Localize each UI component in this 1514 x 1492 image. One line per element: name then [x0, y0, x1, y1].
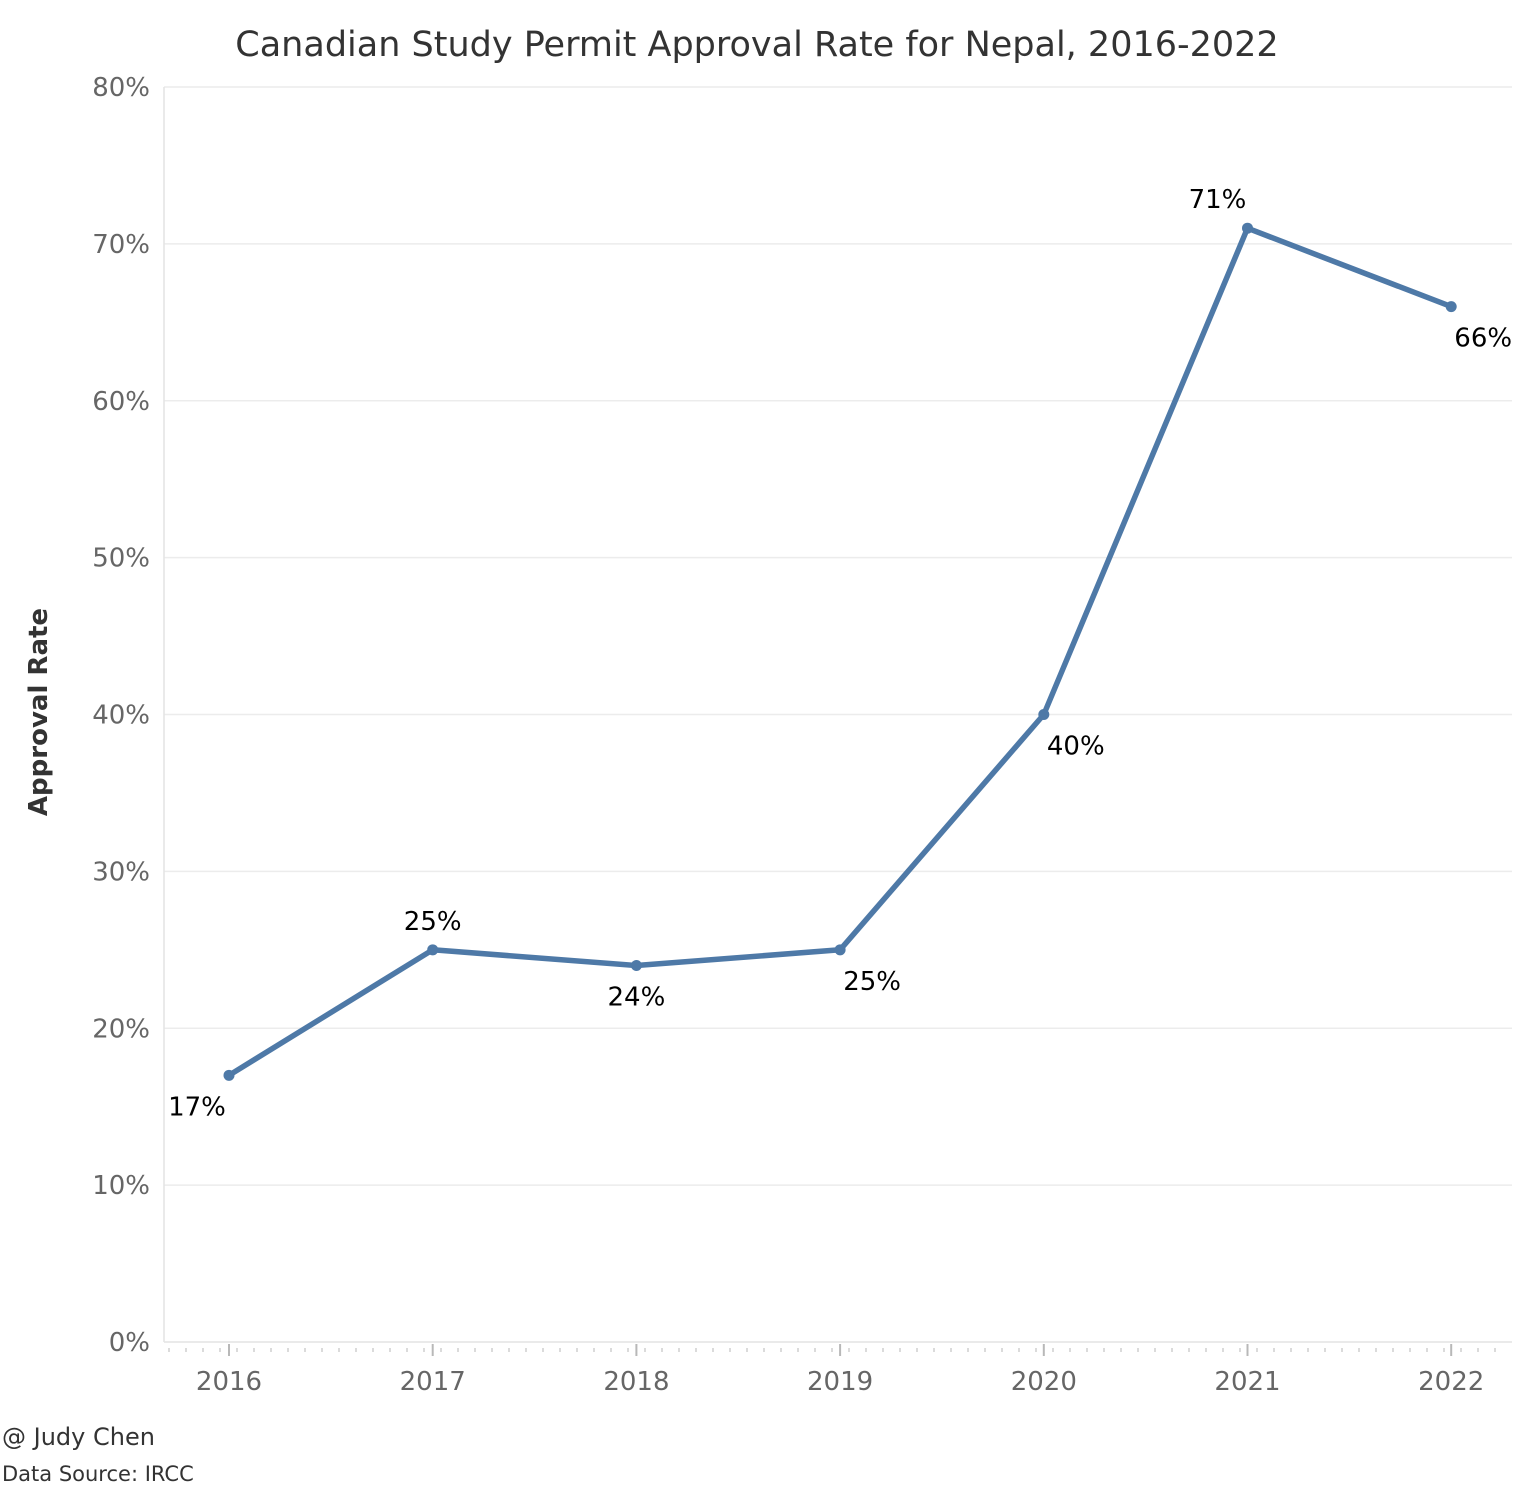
x-tick-label: 2022: [1418, 1367, 1484, 1397]
x-axis-ticks: 2016 2017 2018 2019 2020 2021 2022: [196, 1367, 1484, 1397]
data-point: [427, 944, 439, 956]
data-point: [1242, 222, 1253, 234]
data-point: [834, 944, 846, 956]
y-tick-label: 0%: [109, 1328, 150, 1358]
y-tick-label: 60%: [92, 387, 150, 417]
data-label: 24%: [608, 983, 666, 1013]
data-labels: 17% 25% 24% 25% 40% 71% 66%: [168, 185, 1512, 1122]
data-label: 25%: [404, 907, 462, 937]
data-label: 25%: [843, 967, 901, 997]
data-point: [630, 960, 642, 971]
y-tick-label: 20%: [92, 1014, 150, 1044]
axes: [163, 87, 1512, 1356]
y-tick-label: 70%: [92, 230, 150, 260]
author-credit: @ Judy Chen: [2, 1423, 155, 1451]
x-tick-label: 2019: [807, 1367, 873, 1397]
data-label: 66%: [1454, 324, 1512, 354]
x-tick-label: 2017: [400, 1367, 466, 1397]
y-tick-label: 30%: [92, 857, 150, 887]
data-label: 71%: [1189, 185, 1247, 215]
data-source-note: Data Source: IRCC: [2, 1462, 194, 1486]
y-tick-label: 10%: [92, 1171, 150, 1201]
x-tick-label: 2016: [196, 1367, 262, 1397]
data-point: [1038, 709, 1050, 720]
x-tick-label: 2018: [603, 1367, 669, 1397]
data-label: 40%: [1047, 732, 1105, 762]
y-axis-label: Approval Rate: [24, 608, 54, 816]
gridlines: [164, 86, 1512, 1186]
data-point: [223, 1069, 235, 1081]
data-label: 17%: [168, 1092, 226, 1122]
y-tick-label: 50%: [92, 544, 150, 574]
series-line: [223, 222, 1457, 1081]
y-axis-ticks: 0% 10% 20% 30% 40% 50% 60% 70% 80%: [92, 73, 150, 1358]
x-tick-label: 2021: [1214, 1367, 1280, 1397]
chart-title: Canadian Study Permit Approval Rate for …: [235, 25, 1278, 65]
x-tick-label: 2020: [1011, 1367, 1077, 1397]
y-tick-label: 80%: [92, 73, 150, 103]
data-point: [1445, 301, 1457, 313]
y-tick-label: 40%: [92, 701, 150, 731]
